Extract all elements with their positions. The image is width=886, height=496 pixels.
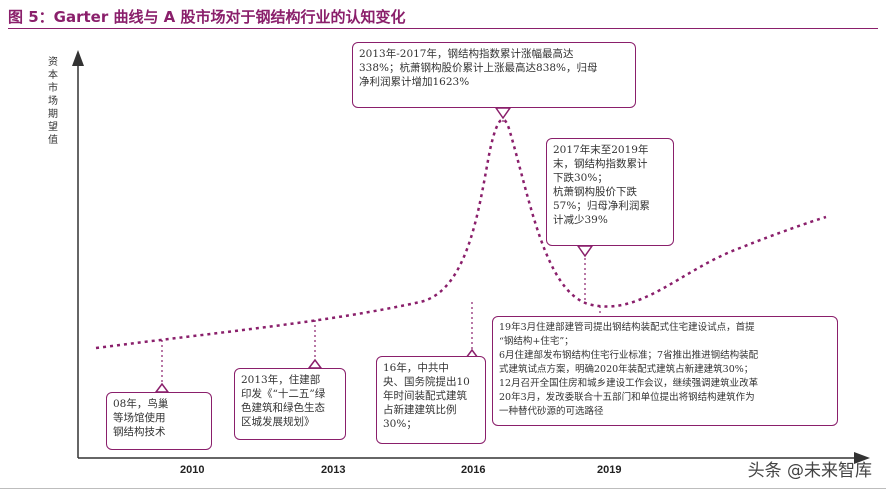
annotation-box-2013: 2013年，住建部 印发《“十二五”绿 色建筑和绿色生态 区城发展规划》 [234,368,346,440]
annotation-line: 2013年-2017年，钢结构指数累计涨幅最高达 [359,48,574,60]
y-axis-label: 资本市场期望值 [48,57,58,146]
annotation-box-2016: 16年，中共中 央、国务院提出10 年时间装配式建筑 占新建建筑比例 30%； [376,356,486,444]
y-axis-arrow [72,50,84,66]
annotation-box-decline: 2017年末至2019年 末，钢结构指数累计 下跌30%； 杭萧钢构股价下跌 5… [546,138,674,246]
annotation-line: 末，钢结构指数累计 [553,158,648,170]
annotation-line: 2017年末至2019年 [553,144,649,156]
watermark: 头条 @未来智库 [747,461,872,481]
pointer-decline [576,245,594,258]
annotation-line: 式建筑试点方案，明确2020年装配式建筑占新建建筑30%； [499,364,754,375]
annotation-line: 下跌30%； [553,172,608,184]
annotation-line: 央、国务院提出10 [383,376,470,388]
annotation-line: 净利润累计增加1623% [359,76,470,88]
annotation-line: 等场馆使用 [113,412,166,424]
annotation-line: 16年，中共中 [383,362,449,374]
annotation-line: 6月住建部发布钢结构住宅行业标准；7省推出推进钢结构装配 [499,350,759,361]
annotation-line: 色建筑和绿色生态 [241,402,325,414]
annotation-line: 19年3月住建部建管司提出钢结构装配式住宅建设试点，首提 [499,322,755,333]
title-underline [8,28,878,29]
annotation-line: 57%；归母净利润累 [553,200,650,212]
annotation-line: 12月召开全国住房和城乡建设工作会议，继续强调建筑业改革 [499,378,759,389]
annotation-line: 钢结构技术 [113,426,166,438]
annotation-line: “钢结构+住宅”； [499,336,574,347]
x-tick-2016: 2016 [461,464,486,476]
annotation-box-peak: 2013年-2017年，钢结构指数累计涨幅最高达 338%；杭萧钢构股价累计上涨… [352,42,636,108]
pointer-2008 [154,382,170,393]
annotation-line: 占新建建筑比例 [383,404,457,416]
annotation-line: 20年3月，发改委联合十五部门和单位提出将钢结构建筑作为 [499,392,755,403]
annotation-line: 08年，鸟巢 [113,398,169,410]
pointer-peak [494,107,512,120]
annotation-line: 2013年，住建部 [241,374,321,386]
annotation-box-2019: 19年3月住建部建管司提出钢结构装配式住宅建设试点，首提 “钢结构+住宅”； 6… [492,316,838,426]
figure-title: 图 5：Garter 曲线与 A 股市场对于钢结构行业的认知变化 [8,8,406,26]
annotation-line: 计减少39% [553,214,608,226]
axes [72,50,870,464]
annotation-line: 一种替代砂源的可选路径 [499,406,604,417]
annotation-line: 区城发展规划》 [241,416,315,428]
annotation-line: 杭萧钢构股价下跌 [553,186,637,198]
annotation-line: 30%； [383,418,417,430]
x-axis-arrow [854,452,870,464]
x-tick-2013: 2013 [321,464,346,476]
pointer-2013 [307,358,323,369]
annotation-line: 338%；杭萧钢构股价累计上涨最高达838%，归母 [359,62,598,74]
x-tick-2010: 2010 [180,464,205,476]
annotation-line: 年时间装配式建筑 [383,390,467,402]
x-tick-2019: 2019 [597,464,622,476]
gartner-curve [95,118,827,350]
annotation-box-2008: 08年，鸟巢 等场馆使用 钢结构技术 [106,392,212,450]
bottom-divider [0,488,886,489]
annotation-line: 印发《“十二五”绿 [241,388,326,400]
